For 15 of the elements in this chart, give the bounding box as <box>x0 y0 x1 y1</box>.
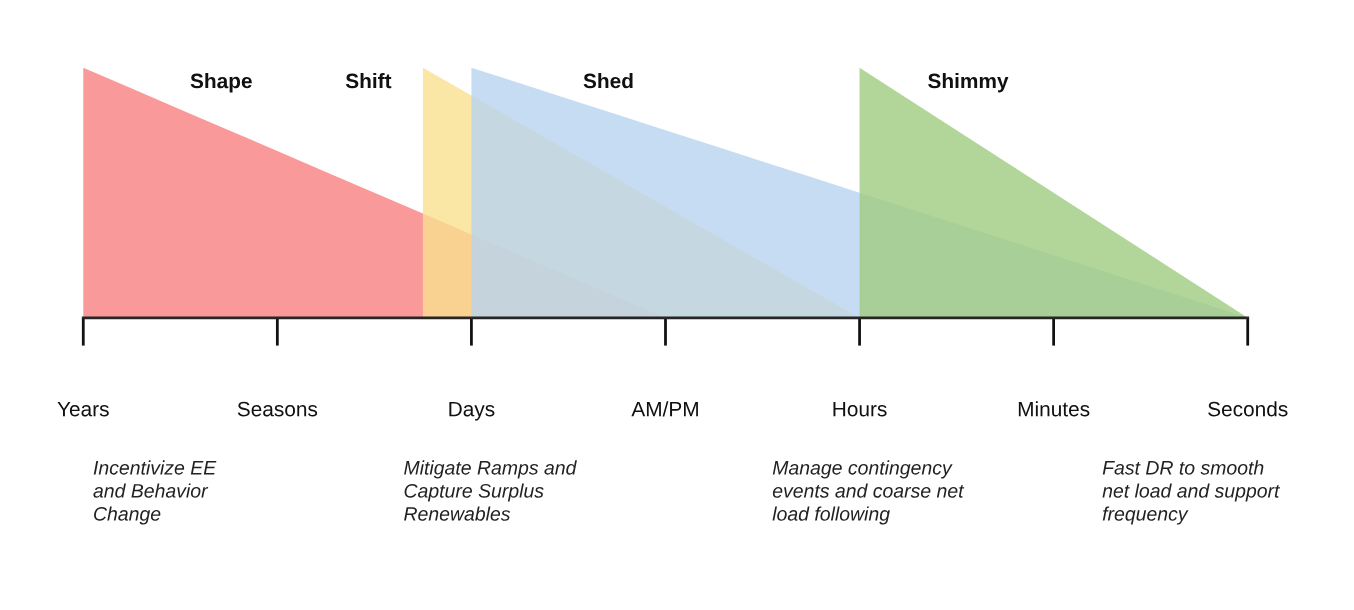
x-tick-label: Hours <box>833 401 887 417</box>
text: Incentivize EE and Behavior Change <box>93 460 217 525</box>
x-tick-label: Years <box>57 401 109 417</box>
x-tick-label: Seconds <box>1208 401 1288 417</box>
series-label: Shimmy <box>928 73 1009 93</box>
x-tick-label: Seasons <box>237 401 318 417</box>
text: Manage contingency events and coarse net load following <box>772 460 965 525</box>
series-label: Shift <box>345 73 392 89</box>
text: Fast DR to smooth net load and support frequency <box>1102 460 1281 525</box>
series-label: Shape <box>190 73 252 93</box>
series-label: Shed <box>583 73 633 89</box>
x-tick-label: Minutes <box>1018 401 1090 417</box>
x-tick-label: Days <box>449 401 495 421</box>
x-tick-label: AM/PM <box>631 401 698 417</box>
text: Mitigate Ramps and Capture Surplus Renewables <box>404 460 577 521</box>
